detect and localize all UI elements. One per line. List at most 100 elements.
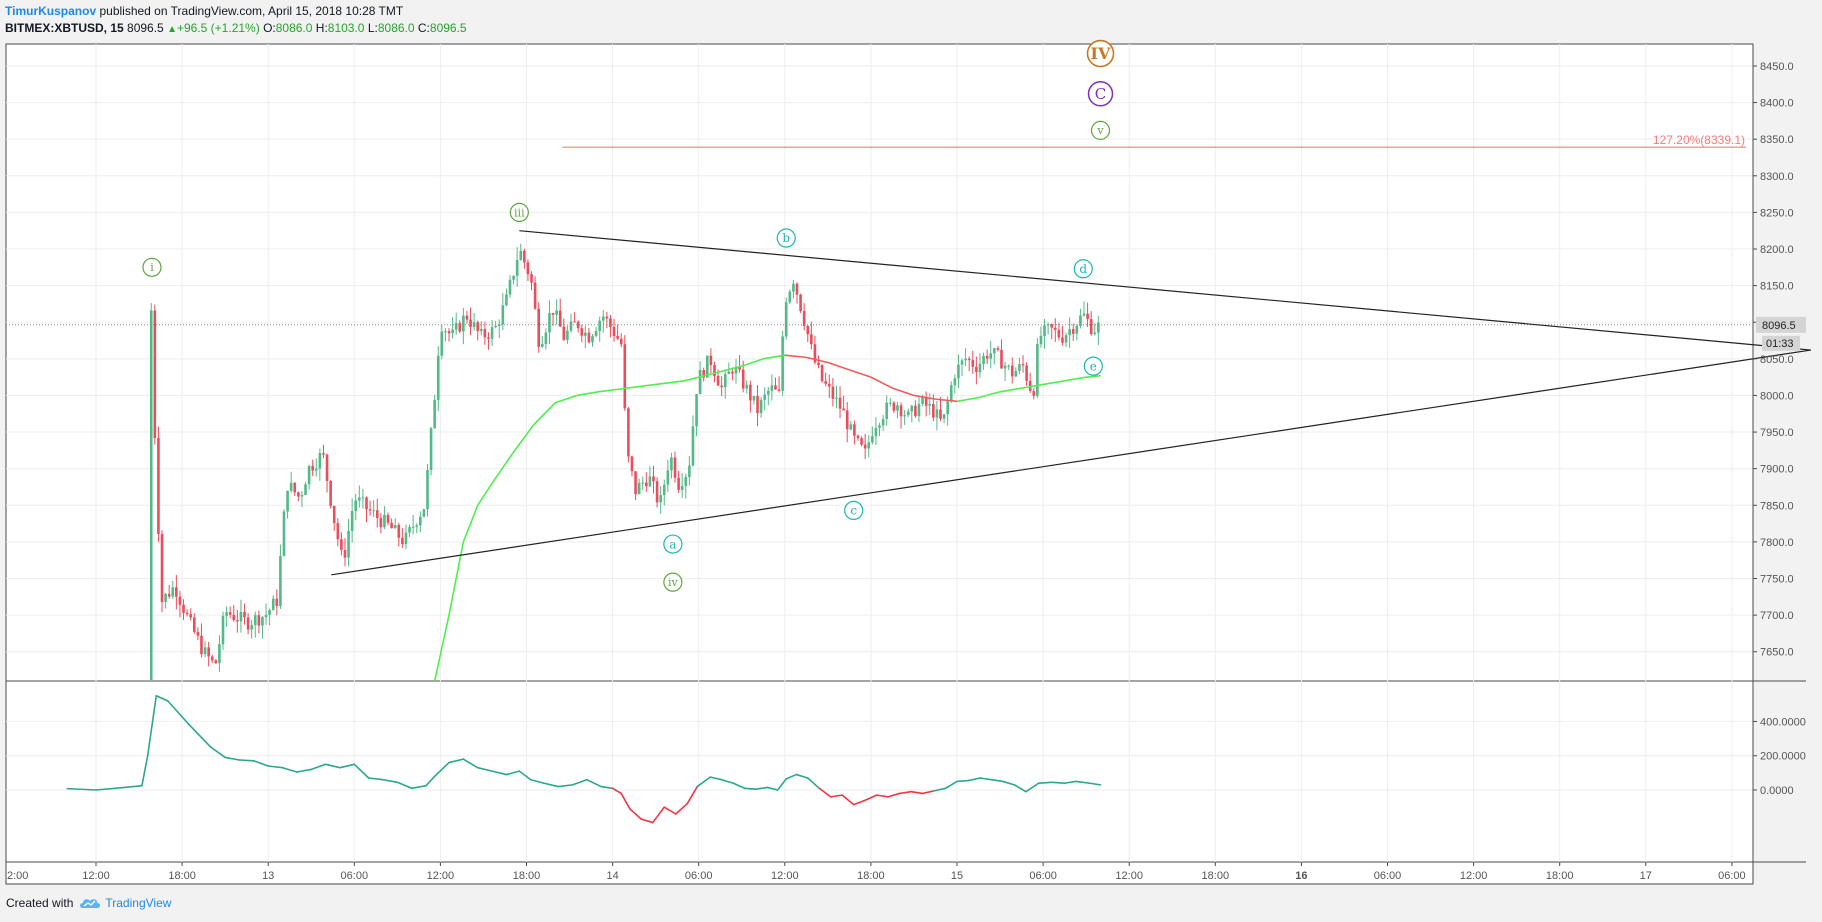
price-tick-label: 7650.0	[1760, 647, 1794, 659]
candle-body	[293, 482, 297, 493]
wave-label-i[interactable]: i	[142, 257, 162, 277]
moving-average-segment	[1021, 383, 1044, 389]
oscillator-segment	[1063, 780, 1077, 784]
time-tick-label: 12:00	[82, 870, 110, 882]
candle-body	[196, 631, 200, 636]
candle-body	[526, 262, 530, 275]
candle-body	[576, 321, 580, 329]
wave-label-e[interactable]: e	[1083, 356, 1103, 376]
candle-body	[555, 310, 558, 315]
price-tick-label: 8050.0	[1760, 354, 1794, 366]
wave-label-c[interactable]: c	[844, 500, 864, 521]
candle-body	[422, 509, 426, 517]
candle-body	[623, 344, 627, 409]
price-pane[interactable]	[149, 243, 1101, 682]
candle-body	[171, 587, 175, 597]
price-tick-label: 8000.0	[1760, 390, 1794, 402]
candle-body	[835, 397, 838, 399]
candle-body	[641, 482, 645, 484]
candle-body	[1010, 365, 1014, 377]
wave-label-circle	[1090, 120, 1111, 140]
wave-label-IV[interactable]: IV	[1086, 39, 1115, 68]
moving-average-segment	[554, 394, 577, 404]
candle-body	[738, 366, 741, 370]
candle-body	[447, 331, 451, 334]
candle-body	[763, 394, 767, 400]
candle-body	[228, 612, 232, 615]
tradingview-link[interactable]: TradingView	[79, 896, 171, 910]
candle-body	[813, 344, 817, 363]
moving-average-segment	[511, 424, 535, 455]
oscillator-segment	[410, 784, 427, 790]
candle-body	[282, 511, 286, 557]
wave-label-iii[interactable]: iii	[509, 202, 529, 223]
candle-body	[203, 647, 207, 655]
candle-body	[903, 415, 906, 417]
grid	[6, 44, 1806, 863]
candle-body	[375, 510, 379, 519]
candle-body	[497, 324, 501, 326]
wave-label-a[interactable]: a	[663, 534, 683, 554]
wave-label-v[interactable]: v	[1090, 120, 1111, 140]
symbol-label[interactable]: BITMEX:XBTUSD, 15	[5, 21, 124, 35]
high-label: H:	[315, 21, 328, 35]
moving-average-segment	[870, 376, 893, 389]
candle-body	[444, 331, 447, 333]
wave-label-circle	[1083, 356, 1103, 376]
candle-body	[271, 598, 275, 611]
oscillator-segment	[210, 746, 226, 759]
candle-body	[598, 320, 601, 332]
candle-body	[479, 329, 483, 332]
candle-body	[827, 383, 831, 387]
candle-body	[476, 322, 480, 332]
tradingview-brand[interactable]: TradingView	[105, 896, 172, 910]
candle-body	[888, 402, 892, 404]
candle-body	[942, 414, 946, 419]
candle-body	[1003, 365, 1007, 369]
wave-label-iv[interactable]: iv	[663, 572, 683, 592]
oscillator-segment	[600, 785, 614, 790]
triangle-trendline[interactable]	[331, 349, 1811, 576]
candle-body	[655, 481, 659, 503]
candle-body	[924, 396, 928, 406]
oscillator-segment	[367, 777, 384, 781]
price-tick-label: 7950.0	[1760, 427, 1794, 439]
oscillator-segment	[491, 770, 508, 776]
candle-body	[1079, 315, 1082, 326]
candle-body	[451, 329, 454, 334]
candle-body	[275, 598, 279, 607]
oscillator-segment	[944, 780, 958, 790]
oscillator-segment	[674, 802, 689, 815]
wave-label-circle	[776, 228, 796, 248]
wave-label-b[interactable]: b	[776, 228, 796, 248]
candle-body	[706, 355, 709, 378]
candle-body	[523, 250, 526, 263]
oscillator-segment	[743, 787, 757, 790]
candle-body	[806, 326, 810, 335]
oscillator-segment	[910, 790, 924, 795]
candle-body	[1039, 335, 1043, 345]
time-tick-label: 12:00	[1115, 870, 1143, 882]
candle-body	[971, 360, 975, 367]
candle-body	[210, 656, 214, 661]
moving-average-segment	[999, 387, 1022, 393]
oscillator-segment	[1050, 781, 1066, 784]
oscillator-segment	[709, 776, 723, 781]
time-tick-label: 12:00	[1460, 870, 1488, 882]
wave-label-d[interactable]: d	[1073, 259, 1093, 279]
candle-body	[817, 362, 820, 366]
moving-average-segment	[892, 387, 915, 397]
oscillator-segment	[146, 694, 158, 757]
price-tick-label: 7800.0	[1760, 537, 1794, 549]
wave-label-C[interactable]: C	[1087, 81, 1114, 107]
oscillator-segment	[875, 794, 889, 798]
axes: 8450.0 8400.0 8350.0 8300.0 8250.0 8200.0 8150…	[7, 61, 1806, 882]
oscillator-segment	[462, 758, 479, 769]
oscillator-segment	[1002, 780, 1016, 786]
oscillator-segment	[967, 777, 981, 782]
candle-body	[200, 635, 203, 655]
candle-body	[268, 610, 271, 615]
triangle-trendline[interactable]	[519, 230, 1811, 351]
author-link[interactable]: TimurKuspanov	[5, 4, 97, 18]
